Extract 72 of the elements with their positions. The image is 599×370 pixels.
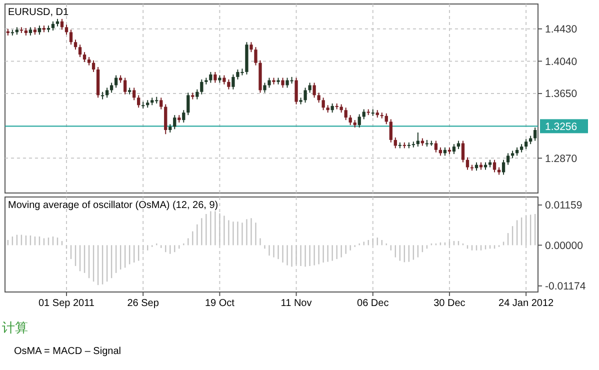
candlestick (164, 104, 168, 135)
candlestick (394, 136, 397, 149)
candlestick (294, 77, 298, 105)
y-tick-label: 1.2870 (545, 152, 578, 165)
y-tick-label: 1.4430 (545, 24, 578, 36)
candlestick (466, 156, 470, 170)
candlestick (304, 87, 307, 104)
candlestick (250, 42, 253, 53)
candlestick (524, 138, 528, 150)
y-tick-label: 0.00000 (545, 240, 584, 252)
candlestick (222, 74, 226, 85)
candlestick (502, 159, 506, 176)
candlestick (105, 87, 109, 98)
candlestick (461, 140, 465, 163)
candlestick (110, 82, 114, 94)
candlestick (492, 159, 496, 173)
x-tick-label: 01 Sep 2011 (38, 298, 95, 309)
candlestick (78, 44, 82, 58)
candlestick (38, 25, 42, 36)
candlestick (344, 107, 348, 121)
chart-title: EURUSD, D1 (8, 7, 70, 18)
candlestick (312, 82, 316, 98)
candlestick (452, 144, 456, 155)
x-tick-label: 30 Dec (434, 298, 466, 309)
candlestick (209, 71, 212, 84)
candlestick (330, 102, 334, 114)
candlestick (186, 92, 190, 116)
candlestick (268, 77, 271, 88)
candlestick (69, 29, 73, 46)
candlestick (182, 110, 186, 124)
candlestick (74, 39, 78, 50)
candlestick (533, 127, 537, 142)
candlestick (64, 24, 68, 36)
candlestick (132, 87, 136, 101)
candlestick (137, 94, 140, 108)
candlestick (214, 71, 217, 84)
candlestick (322, 97, 325, 111)
candlestick (434, 140, 438, 153)
candlestick (384, 112, 388, 125)
ref-line-label: 1.3256 (545, 120, 578, 133)
candlestick (200, 78, 204, 95)
candlestick (173, 114, 176, 130)
candlestick (60, 18, 64, 30)
candlestick (506, 152, 510, 166)
y-tick-label: 1.4040 (545, 56, 578, 68)
candlestick (92, 60, 96, 72)
y-tick-label: -0.01174 (545, 280, 586, 293)
chart-title: Moving average of oscillator (OsMA) (12, 26, 9) (8, 200, 218, 211)
x-tick-label: 06 Dec (357, 298, 389, 309)
candlestick (308, 82, 312, 94)
candlestick (389, 118, 392, 143)
text: OsMA = MACD – Signal (14, 346, 121, 357)
candlestick (254, 46, 258, 66)
x-tick-label: 11 Nov (280, 298, 312, 309)
candlestick (160, 97, 163, 110)
y-tick-label: 1.3650 (545, 88, 578, 100)
candlestick (281, 77, 284, 88)
text: 计算 (2, 321, 28, 336)
x-tick-label: 19 Oct (204, 298, 235, 309)
candlestick (348, 114, 352, 126)
y-tick-label: 0.01159 (545, 200, 582, 212)
candlestick (82, 52, 86, 63)
candlestick (123, 77, 127, 95)
candlestick (196, 88, 199, 100)
candlestick (263, 82, 266, 94)
candlestick (227, 78, 230, 90)
candlestick (51, 20, 55, 32)
candlestick (317, 92, 320, 104)
candlestick (358, 114, 361, 128)
x-tick-label: 24 Jan 2012 (498, 298, 554, 309)
candlestick (232, 74, 235, 90)
x-tick-label: 26 Sep (127, 298, 160, 309)
